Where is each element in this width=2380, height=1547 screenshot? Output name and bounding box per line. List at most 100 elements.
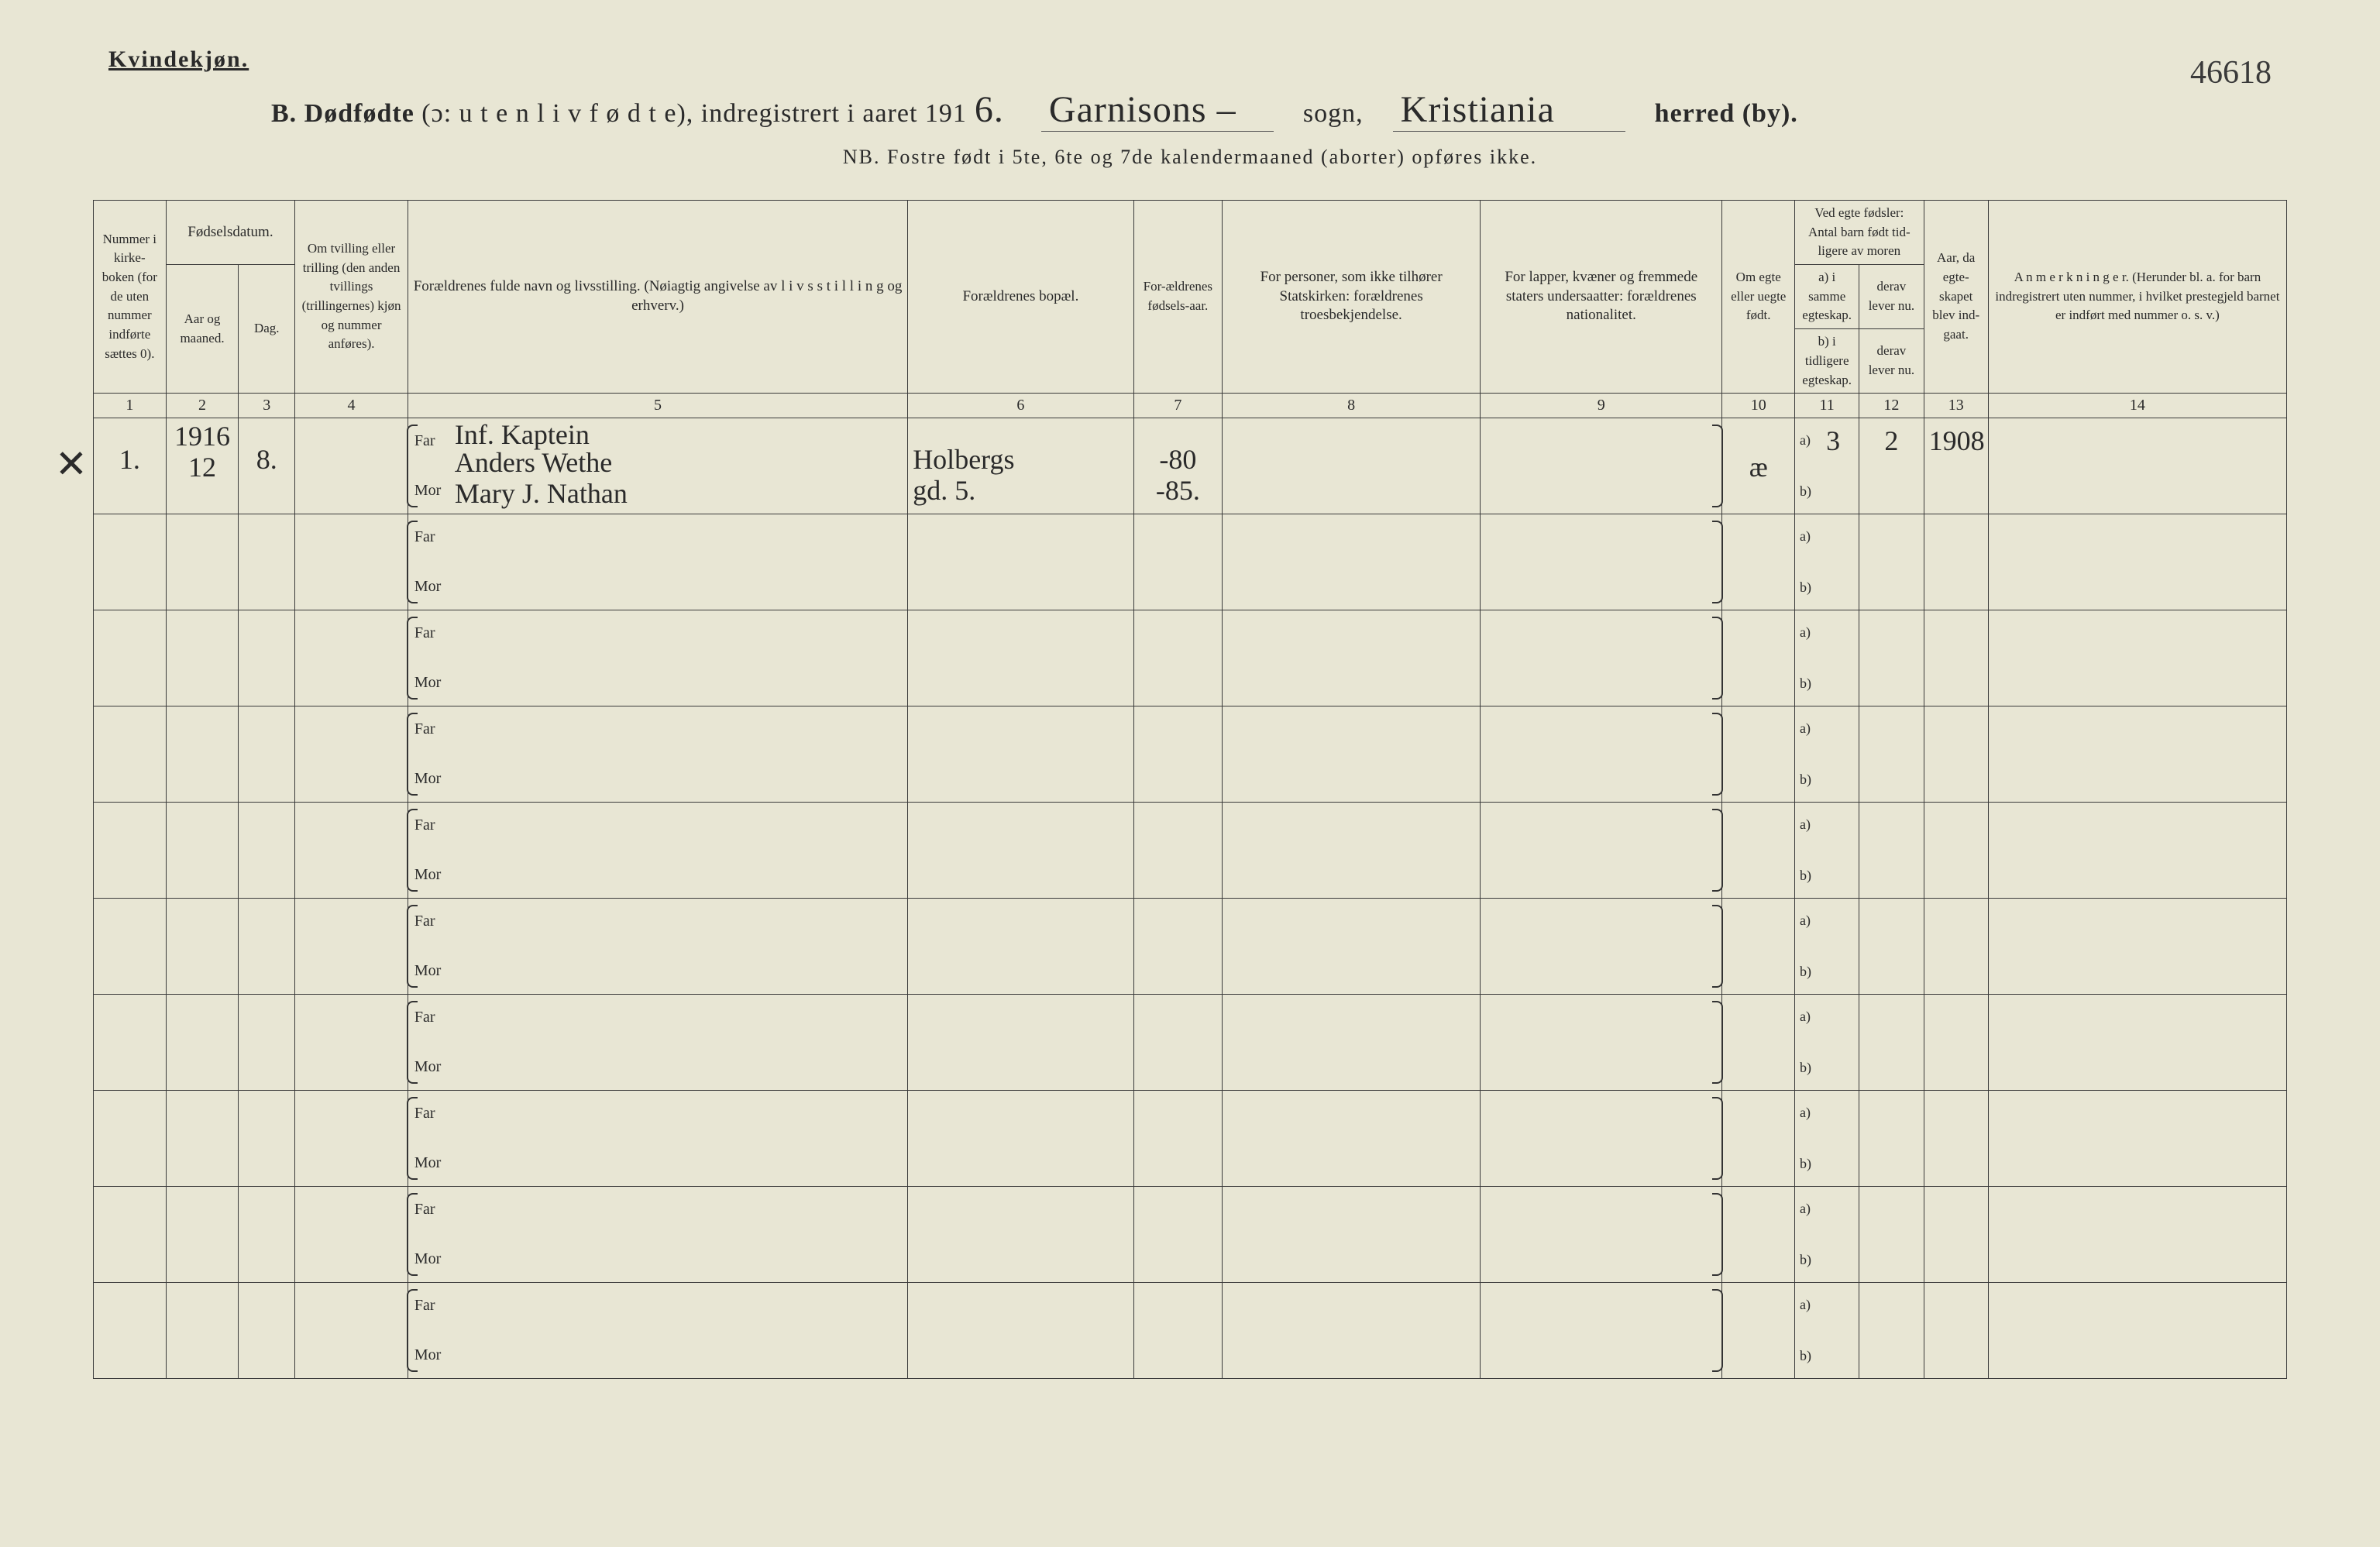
cell-religion (1223, 1187, 1481, 1283)
a-label: a) (1800, 816, 1811, 833)
cell-year-month (166, 899, 239, 995)
cell-prev-alive (1859, 514, 1924, 610)
colnum: 1 (94, 394, 167, 418)
far-label: Far (414, 720, 435, 738)
col-header-7: For personer, som ikke tilhører Statskir… (1223, 201, 1481, 394)
cell-num (94, 995, 167, 1091)
mor-label: Mor (414, 962, 441, 980)
col-header-1: Nummer i kirke-boken (for de uten nummer… (94, 201, 167, 394)
cell-religion (1223, 514, 1481, 610)
cell-legitimacy (1722, 899, 1795, 995)
prev-children-alive: 2 (1864, 426, 1918, 457)
cell-legitimacy (1722, 995, 1795, 1091)
cell-nationality (1481, 1187, 1722, 1283)
cell-twin (295, 514, 408, 610)
cell-prev-a: a) b) 3 (1795, 418, 1859, 514)
cell-num (94, 899, 167, 995)
cell-marriage-year (1924, 514, 1988, 610)
cell-num (94, 514, 167, 610)
cell-marriage-year (1924, 1187, 1988, 1283)
gender-heading: Kvindekjøn. (108, 46, 2287, 73)
cell-remarks (1988, 899, 2286, 995)
cell-year-month (166, 1187, 239, 1283)
cell-birth-years (1133, 899, 1222, 995)
legitimacy: æ (1727, 452, 1790, 483)
cell-day (239, 514, 295, 610)
father-occupation: Inf. Kaptein (455, 420, 590, 451)
a-label: a) (1800, 1201, 1811, 1217)
col-header-2a: Aar og maaned. (166, 265, 239, 394)
col-header-10a: a) i samme egteskap. (1795, 265, 1859, 329)
cell-day: 8. (239, 418, 295, 514)
cell-num (94, 1187, 167, 1283)
colnum: 4 (295, 394, 408, 418)
cell-birth-years (1133, 1091, 1222, 1187)
cell-birth-years (1133, 610, 1222, 706)
cell-year-month (166, 514, 239, 610)
cell-prev-a: a)b) (1795, 1091, 1859, 1187)
far-label: Far (414, 624, 435, 642)
mother-name: Mary J. Nathan (455, 479, 628, 510)
cell-prev-a: a)b) (1795, 995, 1859, 1091)
title-prefix: B. Dødfødte (271, 99, 421, 128)
a-label: a) (1800, 528, 1811, 545)
cell-parents: FarMor (408, 1283, 907, 1379)
cell-marriage-year (1924, 1283, 1988, 1379)
mor-label: Mor (414, 866, 441, 884)
entry-number: 1. (98, 445, 161, 476)
cell-religion (1223, 995, 1481, 1091)
table-row: FarMora)b) (94, 995, 2287, 1091)
cell-parents: FarMor (408, 1091, 907, 1187)
b-label: b) (1800, 1348, 1811, 1364)
table-row: ✕ 1. 1916 12 8. Far Mor Inf. Kaptein And… (94, 418, 2287, 514)
cell-prev-a: a)b) (1795, 610, 1859, 706)
prev-children-a: 3 (1812, 426, 1854, 457)
cell-nationality (1481, 803, 1722, 899)
cell-marriage-year (1924, 706, 1988, 803)
cell-marriage-year (1924, 610, 1988, 706)
cell-remarks (1988, 418, 2286, 514)
entry-month: 12 (171, 452, 234, 483)
colnum: 3 (239, 394, 295, 418)
far-label: Far (414, 432, 435, 450)
mor-label: Mor (414, 770, 441, 788)
col-header-10c: derav lever nu. (1859, 265, 1924, 329)
cell-year-month (166, 1091, 239, 1187)
cell-num (94, 706, 167, 803)
ledger-page: 46618 Kvindekjøn. B. Dødfødte (ɔ: u t e … (0, 0, 2380, 1547)
title-year-suffix: 6. (967, 88, 1012, 131)
cell-birth-years (1133, 803, 1222, 899)
col-header-9: Om egte eller uegte født. (1722, 201, 1795, 394)
entry-day: 8. (243, 445, 290, 476)
entry-year: 1916 (171, 421, 234, 452)
cell-day (239, 1187, 295, 1283)
cell-day (239, 706, 295, 803)
cell-twin (295, 803, 408, 899)
cell-address (908, 1187, 1133, 1283)
cell-address (908, 899, 1133, 995)
b-label: b) (1800, 868, 1811, 884)
cell-birth-years (1133, 1187, 1222, 1283)
cell-nationality (1481, 418, 1722, 514)
a-label: a) (1800, 1105, 1811, 1121)
cell-legitimacy (1722, 1091, 1795, 1187)
cell-remarks (1988, 1091, 2286, 1187)
cell-parents: FarMor (408, 803, 907, 899)
cell-address (908, 610, 1133, 706)
colnum: 8 (1223, 394, 1481, 418)
colnum: 10 (1722, 394, 1795, 418)
col-header-12: A n m e r k n i n g e r. (Herunder bl. a… (1988, 201, 2286, 394)
table-row: FarMora)b) (94, 610, 2287, 706)
table-row: FarMor a)b) (94, 1091, 2287, 1187)
cell-year-month (166, 610, 239, 706)
cell-birth-years (1133, 1283, 1222, 1379)
parish-label: sogn, (1303, 99, 1364, 128)
far-label: Far (414, 1297, 435, 1315)
far-label: Far (414, 1009, 435, 1026)
district-label: herred (by). (1655, 99, 1798, 128)
cell-marriage-year (1924, 1091, 1988, 1187)
cell-legitimacy: æ (1722, 418, 1795, 514)
cell-day (239, 995, 295, 1091)
cell-address: Holbergs gd. 5. (908, 418, 1133, 514)
cell-nationality (1481, 706, 1722, 803)
